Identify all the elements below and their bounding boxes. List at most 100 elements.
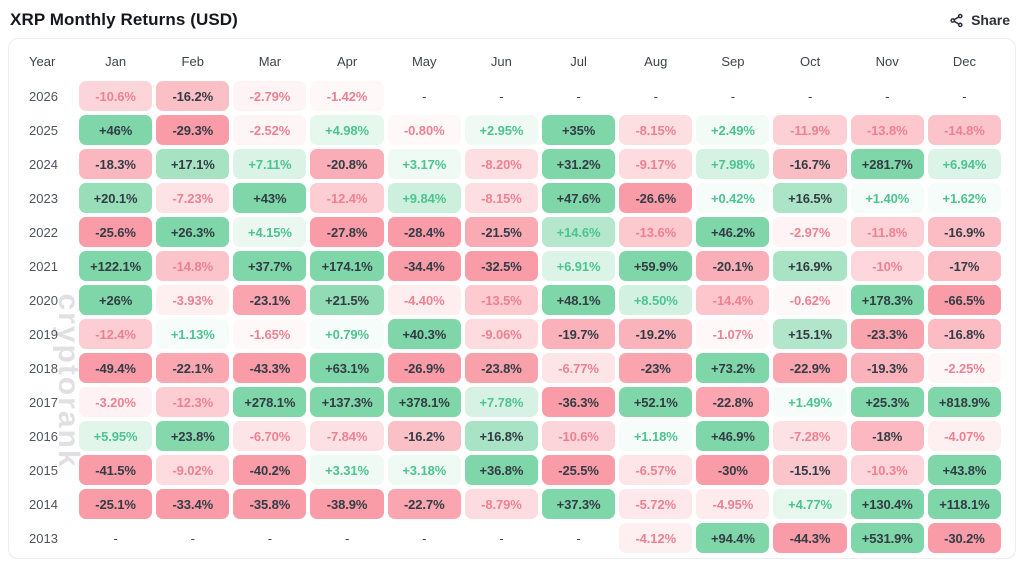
table-row: 2016 +5.95% +23.8% -6.70% -7.84% -16.2% +16.8%…: [21, 419, 1003, 453]
return-cell: -7.84%: [310, 421, 384, 451]
return-cell: +16.8%: [464, 421, 538, 451]
year-label: 2013: [29, 530, 58, 546]
table-body: 2026 -10.6% -16.2% -2.79% -1.42% - - - - - - - -2025…: [21, 79, 1003, 555]
return-cell: +47.6%: [541, 183, 616, 213]
return-cell: -22.1%: [156, 353, 230, 383]
return-cell: -9.02%: [156, 455, 230, 485]
return-cell: +37.3%: [541, 489, 616, 519]
return-cell: -14.4%: [696, 285, 770, 315]
return-cell: -4.12%: [619, 523, 693, 553]
return-cell: -7.28%: [773, 421, 847, 451]
return-cell: -21.5%: [464, 217, 538, 247]
return-cell: -35.8%: [233, 489, 307, 519]
return-cell: -8.20%: [464, 149, 538, 179]
return-cell: -11.9%: [773, 115, 847, 145]
year-label: 2020: [29, 292, 58, 308]
return-cell: +1.40%: [850, 183, 924, 213]
table-row: 2021 +122.1% -14.8% +37.7% +174.1% -34.4% -32.…: [21, 249, 1003, 283]
return-cell: +9.84%: [387, 183, 461, 213]
year-label: 2026: [29, 88, 58, 104]
return-cell: +378.1%: [387, 387, 461, 417]
return-cell: +48.1%: [541, 285, 616, 315]
return-cell: -: [962, 88, 967, 104]
page-title: XRP Monthly Returns (USD): [10, 10, 238, 29]
return-cell: +23.8%: [156, 421, 230, 451]
table-row: 2023 +20.1% -7.23% +43% -12.4% +9.84% -8.15% +4…: [21, 181, 1003, 215]
return-cell: -16.9%: [927, 217, 1001, 247]
return-cell: -: [113, 530, 118, 546]
return-cell: -26.6%: [619, 183, 693, 213]
return-cell: -23.8%: [464, 353, 538, 383]
return-cell: +26%: [79, 285, 153, 315]
share-icon: [949, 13, 964, 28]
year-label: 2024: [29, 156, 58, 172]
return-cell: -22.7%: [387, 489, 461, 519]
return-cell: -3.93%: [156, 285, 230, 315]
return-cell: -: [190, 530, 195, 546]
return-cell: -9.06%: [464, 319, 538, 349]
return-cell: +59.9%: [619, 251, 693, 281]
return-cell: +36.8%: [464, 455, 538, 485]
return-cell: -28.4%: [387, 217, 461, 247]
return-cell: -8.15%: [619, 115, 693, 145]
year-label: 2023: [29, 190, 58, 206]
return-cell: +7.98%: [696, 149, 770, 179]
return-cell: -7.23%: [156, 183, 230, 213]
return-cell: -3.20%: [79, 387, 153, 417]
return-cell: -66.5%: [927, 285, 1001, 315]
return-cell: +73.2%: [696, 353, 770, 383]
table-row: 2019 -12.4% +1.13% -1.65% +0.79% +40.3% -9.06%…: [21, 317, 1003, 351]
share-button[interactable]: Share: [949, 12, 1010, 28]
return-cell: -4.07%: [927, 421, 1001, 451]
return-cell: -33.4%: [156, 489, 230, 519]
return-cell: -16.7%: [773, 149, 847, 179]
return-cell: -34.4%: [387, 251, 461, 281]
return-cell: +118.1%: [927, 489, 1001, 519]
return-cell: +1.18%: [619, 421, 693, 451]
return-cell: +25.3%: [850, 387, 924, 417]
return-cell: -: [653, 88, 658, 104]
return-cell: -8.15%: [464, 183, 538, 213]
return-cell: -5.72%: [619, 489, 693, 519]
share-label: Share: [971, 12, 1010, 28]
month-header-jul: Jul: [570, 53, 587, 69]
return-cell: +3.17%: [387, 149, 461, 179]
year-label: 2019: [29, 326, 58, 342]
return-cell: -6.77%: [541, 353, 616, 383]
table-row: 2020 +26% -3.93% -23.1% +21.5% -4.40% -13.5% +4…: [21, 283, 1003, 317]
return-cell: +17.1%: [156, 149, 230, 179]
year-label: 2025: [29, 122, 58, 138]
return-cell: -0.80%: [387, 115, 461, 145]
return-cell: -12.4%: [79, 319, 153, 349]
return-cell: -10.6%: [541, 421, 616, 451]
year-column-header: Year: [29, 53, 56, 69]
table-row: 2026 -10.6% -16.2% -2.79% -1.42% - - - - - - - -: [21, 79, 1003, 113]
return-cell: +1.62%: [927, 183, 1001, 213]
month-header-mar: Mar: [258, 53, 282, 69]
return-cell: +26.3%: [156, 217, 230, 247]
return-cell: -18%: [850, 421, 924, 451]
return-cell: +130.4%: [850, 489, 924, 519]
return-cell: -10%: [850, 251, 924, 281]
return-cell: -14.8%: [927, 115, 1001, 145]
return-cell: -13.6%: [619, 217, 693, 247]
year-label: 2015: [29, 462, 58, 478]
return-cell: +4.77%: [773, 489, 847, 519]
return-cell: -16.2%: [387, 421, 461, 451]
return-cell: -36.3%: [541, 387, 616, 417]
return-cell: -20.1%: [696, 251, 770, 281]
return-cell: -2.97%: [773, 217, 847, 247]
return-cell: -10.3%: [850, 455, 924, 485]
return-cell: -: [576, 530, 581, 546]
return-cell: -18.3%: [79, 149, 153, 179]
return-cell: +94.4%: [696, 523, 770, 553]
return-cell: +818.9%: [927, 387, 1001, 417]
return-cell: +137.3%: [310, 387, 384, 417]
return-cell: +7.11%: [233, 149, 307, 179]
return-cell: -: [422, 88, 427, 104]
return-cell: -: [576, 88, 581, 104]
return-cell: +7.78%: [464, 387, 538, 417]
return-cell: +281.7%: [850, 149, 924, 179]
return-cell: -12.3%: [156, 387, 230, 417]
